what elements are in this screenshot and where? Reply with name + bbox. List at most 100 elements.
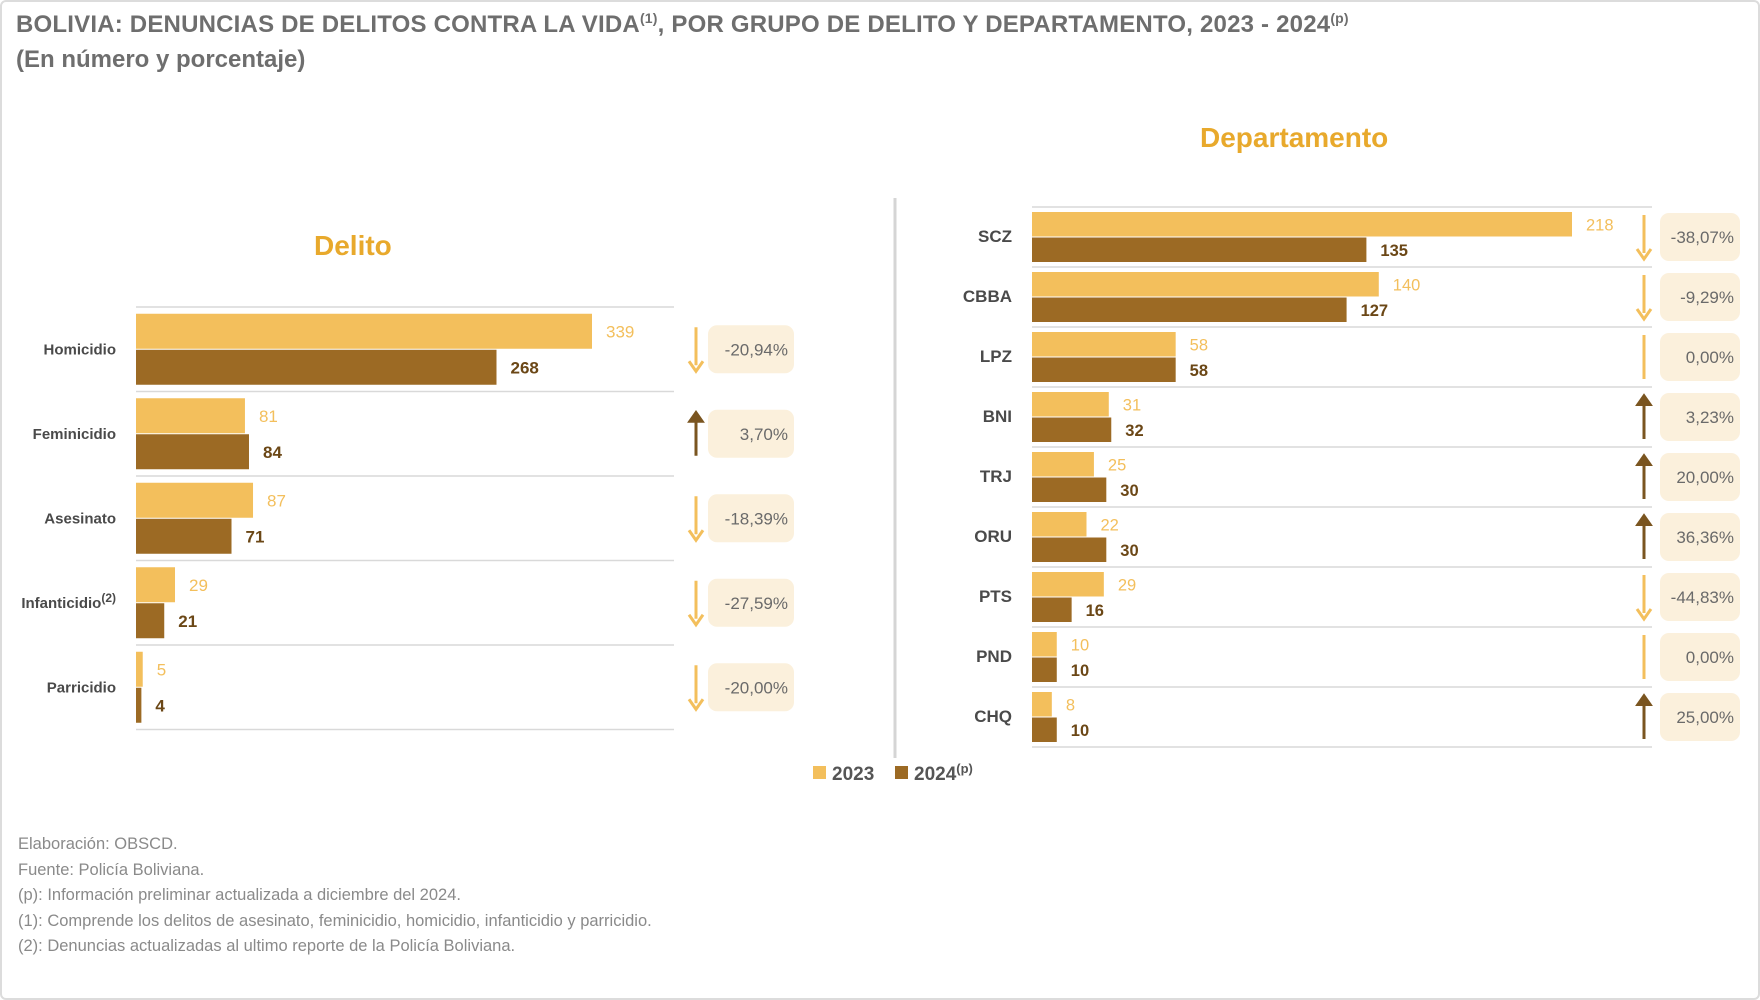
departamento-change-label: -38,07%	[1671, 228, 1734, 247]
delito-change-label: -20,00%	[725, 678, 788, 697]
departamento-category-label: PND	[976, 647, 1012, 666]
departamento-up-arrow-head-icon	[1635, 513, 1653, 526]
departamento-bar-2023	[1032, 512, 1087, 537]
title-superscript-p: (p)	[1330, 10, 1349, 26]
footnote-2: (2): Denuncias actualizadas al ultimo re…	[18, 937, 516, 955]
departamento-category-label: PTS	[979, 587, 1012, 606]
delito-change-label: -20,94%	[725, 340, 788, 359]
departamento-bar-2023	[1032, 452, 1094, 477]
delito-bar-2023	[136, 567, 176, 603]
delito-change-badge	[708, 325, 794, 374]
footnote-1: (1): Comprende los delitos de asesinato,…	[18, 911, 652, 930]
departamento-down-arrow-head-icon	[1635, 608, 1653, 622]
departamento-value-label-2023: 31	[1123, 396, 1141, 414]
delito-up-arrow-head-icon	[687, 410, 705, 423]
departamento-category-label: TRJ	[980, 467, 1012, 486]
departamento-value-label-2024: 30	[1120, 542, 1138, 560]
departamento-bar-2023	[1032, 692, 1052, 717]
delito-value-label-2023: 29	[189, 576, 208, 595]
departamento-value-label-2023: 218	[1586, 216, 1614, 234]
departamento-value-label-2024: 127	[1361, 302, 1389, 320]
departamento-down-arrow-head-icon	[1635, 308, 1653, 322]
delito-bar-2023	[136, 313, 592, 349]
delito-value-label-2024: 4	[155, 696, 165, 715]
departamento-panel-title: Departamento	[1200, 122, 1389, 153]
departamento-up-arrow-head-icon	[1635, 453, 1653, 466]
delito-change-label: -27,59%	[725, 594, 788, 613]
departamento-bar-2024	[1032, 597, 1072, 622]
departamento-category-label: CBBA	[963, 287, 1012, 306]
delito-value-label-2023: 87	[267, 491, 286, 510]
delito-change-badge	[708, 494, 794, 543]
departamento-change-label: -9,29%	[1680, 288, 1734, 307]
delito-category-label-text: Infanticidio	[21, 595, 101, 612]
charts-svg: Homicidio339268-20,94%Feminicidio81843,7…	[21, 198, 1740, 785]
departamento-change-label: -44,83%	[1671, 588, 1734, 607]
delito-value-label-2024: 84	[263, 443, 282, 462]
departamento-bar-2024	[1032, 657, 1057, 682]
footnote-elaboracion: Elaboración: OBSCD.	[18, 835, 178, 853]
delito-category-label-sup: (2)	[101, 591, 116, 605]
departamento-value-label-2024: 16	[1086, 602, 1104, 620]
legend-swatch-2023	[813, 766, 826, 779]
departamento-bar-2023	[1032, 212, 1572, 237]
delito-value-label-2024: 268	[510, 358, 538, 377]
departamento-category-label: SCZ	[978, 227, 1012, 246]
delito-change-badge	[708, 578, 794, 627]
delito-down-arrow-head-icon	[687, 529, 705, 543]
departamento-value-label-2023: 140	[1393, 276, 1421, 294]
delito-bar-2023	[136, 398, 245, 434]
delito-change-label: -18,39%	[725, 509, 788, 528]
departamento-bar-2023	[1032, 392, 1109, 417]
departamento-bar-2024	[1032, 237, 1367, 262]
legend-label-2023: 2023	[832, 764, 874, 785]
delito-bar-2024	[136, 603, 165, 639]
delito-value-label-2023: 5	[157, 660, 166, 679]
departamento-value-label-2023: 29	[1118, 576, 1136, 594]
departamento-bar-2024	[1032, 537, 1107, 562]
departamento-bar-2024	[1032, 297, 1347, 322]
departamento-bar-2023	[1032, 272, 1379, 297]
footnote-preliminar: (p): Información preliminar actualizada …	[18, 886, 461, 904]
delito-down-arrow-head-icon	[687, 698, 705, 712]
delito-change-badge	[708, 409, 794, 458]
title-rest: , POR GRUPO DE DELITO Y DEPARTAMENTO, 20…	[657, 11, 1331, 38]
departamento-category-label: LPZ	[980, 347, 1012, 366]
figure-subtitle: (En número y porcentaje)	[16, 46, 306, 73]
delito-category-label: Feminicidio	[33, 426, 116, 443]
delito-bar-2024	[136, 434, 249, 470]
departamento-bar-2024	[1032, 417, 1112, 442]
departamento-value-label-2023: 25	[1108, 456, 1126, 474]
legend-label-2024-text: 2024	[914, 764, 957, 785]
legend-label-2024-sup: (p)	[956, 761, 973, 776]
departamento-value-label-2024: 58	[1190, 362, 1208, 380]
delito-category-label: Homicidio	[43, 341, 116, 358]
delito-value-label-2024: 71	[246, 527, 265, 546]
departamento-value-label-2023: 10	[1071, 636, 1089, 654]
departamento-bar-2024	[1032, 717, 1057, 742]
departamento-change-badge	[1660, 693, 1740, 741]
delito-category-label: Asesinato	[44, 510, 116, 527]
delito-down-arrow-head-icon	[687, 360, 705, 374]
delito-category-label: Parricidio	[47, 679, 116, 696]
delito-value-label-2023: 81	[259, 407, 278, 426]
departamento-change-label: 0,00%	[1686, 648, 1734, 667]
delito-bar-2024	[136, 687, 142, 723]
delito-change-badge	[708, 663, 794, 712]
departamento-value-label-2024: 10	[1071, 662, 1089, 680]
departamento-change-badge	[1660, 633, 1740, 681]
departamento-bar-2023	[1032, 332, 1176, 357]
departamento-change-badge	[1660, 273, 1740, 321]
departamento-change-badge	[1660, 213, 1740, 261]
departamento-change-badge	[1660, 573, 1740, 621]
legend-swatch-2024	[895, 766, 908, 779]
departamento-value-label-2023: 22	[1100, 516, 1118, 534]
departamento-bar-2024	[1032, 477, 1107, 502]
departamento-change-badge	[1660, 393, 1740, 441]
delito-value-label-2023: 339	[606, 322, 634, 341]
delito-bar-2023	[136, 482, 254, 518]
departamento-change-label: 36,36%	[1676, 528, 1734, 547]
departamento-bar-2023	[1032, 632, 1057, 657]
departamento-change-label: 3,23%	[1686, 408, 1734, 427]
